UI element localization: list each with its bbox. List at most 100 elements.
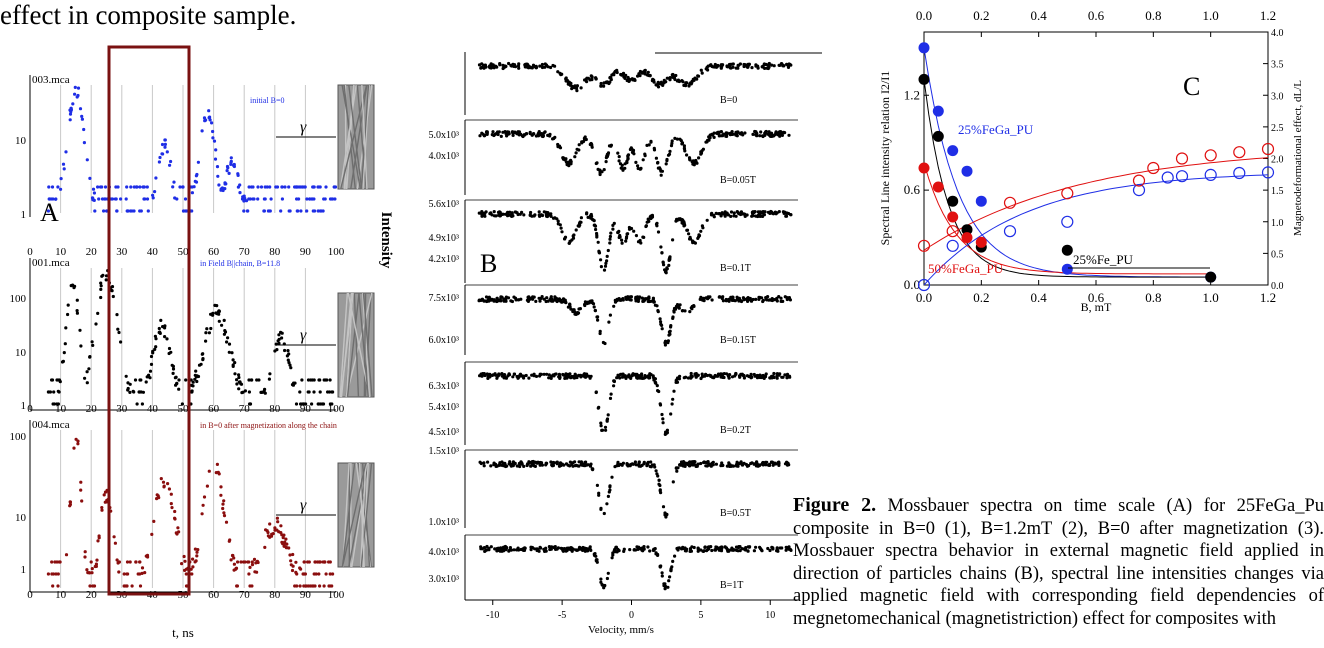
panel-c-point: [1132, 174, 1146, 187]
panel-b-point: [669, 412, 673, 416]
panel-b-point: [597, 491, 601, 495]
panel-a-point: [154, 345, 158, 349]
panel-b-point: [688, 157, 692, 162]
panel-b-point: [588, 464, 593, 468]
panel-a-point: [215, 165, 220, 169]
panel-b-point: [488, 372, 492, 376]
panel-c-point: [1261, 142, 1275, 156]
panel-a-xtick-label: 60: [208, 246, 220, 258]
panel-b-point: [789, 213, 793, 217]
panel-a-point: [71, 283, 75, 287]
panel-a-point: [196, 548, 200, 552]
panel-b-point: [707, 547, 711, 551]
panel-a-point: [132, 185, 136, 189]
panel-b-point: [647, 143, 651, 147]
panel-a-point: [255, 378, 259, 382]
panel-a-file-label: 001.mca: [32, 257, 70, 269]
panel-c-point: [961, 232, 973, 244]
panel-b-point: [781, 131, 786, 135]
panel-a-point: [239, 382, 244, 386]
panel-a-xtick-label: 100: [328, 403, 345, 415]
panel-b-point: [501, 130, 505, 134]
panel-b-point: [511, 375, 515, 379]
panel-b-point: [625, 232, 629, 236]
panel-b-point: [680, 79, 684, 83]
panel-a-point: [51, 402, 55, 406]
panel-b-point: [777, 461, 781, 465]
panel-c-ytick-label-right: 0.0: [1271, 281, 1284, 292]
panel-c-point: [1003, 196, 1017, 209]
panel-a-point: [119, 197, 123, 201]
panel-b-point: [489, 545, 493, 549]
panel-b-point: [709, 212, 714, 216]
panel-b-point: [689, 371, 693, 376]
panel-a-point: [117, 330, 121, 335]
panel-b-point: [522, 464, 526, 468]
panel-b-point: [588, 376, 592, 380]
panel-a-point: [114, 185, 118, 189]
panel-b-point: [725, 372, 729, 376]
panel-a-point: [237, 380, 241, 384]
panel-b-point: [745, 374, 750, 378]
panel-b-point: [767, 61, 771, 66]
panel-a-point: [207, 331, 211, 335]
panel-a-point: [263, 197, 267, 201]
panel-a-point: [165, 150, 169, 154]
panel-b-point: [725, 64, 729, 68]
panel-a-point: [247, 390, 251, 394]
panel-b-point: [539, 296, 543, 300]
panel-b-point: [594, 227, 598, 232]
panel-a-point: [331, 390, 335, 394]
panel-b-point: [709, 545, 713, 549]
panel-b-point: [735, 464, 739, 468]
panel-b-point: [502, 373, 507, 377]
panel-a-point: [129, 185, 133, 189]
panel-a-point: [149, 362, 154, 366]
panel-b-point: [773, 298, 777, 302]
panel-a-point: [287, 185, 291, 189]
panel-b-point: [623, 375, 628, 379]
panel-b-point: [724, 134, 728, 138]
panel-b-point: [636, 164, 640, 168]
panel-a-point: [51, 584, 55, 588]
panel-b-point: [636, 376, 640, 380]
panel-a-point: [52, 390, 56, 394]
panel-b-point: [483, 214, 487, 218]
panel-b-point: [532, 372, 536, 376]
panel-a-point: [79, 488, 83, 492]
panel-a-point: [85, 158, 89, 162]
panel-b-point: [632, 77, 637, 81]
panel-a-point: [73, 85, 77, 89]
panel-a-point: [85, 370, 89, 374]
panel-c-point: [918, 73, 930, 85]
panel-a-point: [330, 584, 334, 588]
panel-b-point: [666, 585, 670, 589]
panel-b-point: [612, 384, 616, 388]
panel-a-point: [194, 369, 198, 373]
panel-b-point: [595, 483, 600, 487]
panel-b-point: [574, 151, 578, 155]
panel-c-fe-label: 25%Fe_PU: [1073, 252, 1134, 267]
panel-a-point: [171, 367, 176, 371]
panel-b-point: [599, 580, 603, 584]
panel-a-point: [184, 567, 189, 571]
panel-a-point: [167, 346, 172, 351]
panel-a-point: [276, 339, 280, 343]
panel-c-ytick-label-right: 2.5: [1271, 123, 1284, 134]
panel-b-point: [546, 212, 550, 216]
panel-c-ytick-label-left: 1.2: [904, 87, 920, 102]
panel-b-point: [666, 340, 670, 344]
panel-b-point: [594, 559, 598, 563]
panel-b-point: [560, 300, 564, 304]
panel-a-point: [324, 572, 328, 576]
panel-b-point: [577, 143, 581, 147]
panel-b-point: [482, 464, 486, 468]
panel-a-point: [333, 185, 338, 189]
panel-a-point: [210, 121, 214, 125]
panel-a-point: [85, 381, 89, 385]
panel-a-point: [260, 390, 264, 394]
panel-a-point: [245, 209, 249, 213]
panel-b-point: [676, 305, 681, 309]
panel-b-point: [753, 374, 757, 378]
panel-a-point: [215, 304, 219, 308]
